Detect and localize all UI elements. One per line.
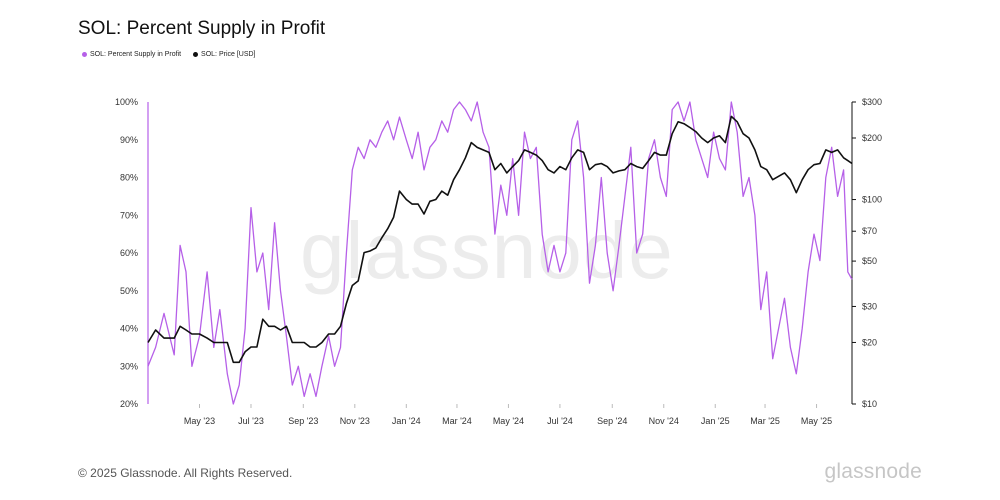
x-axis-tick-label: Jan '24 [392, 416, 421, 426]
series-line-supply-in-profit [147, 101, 853, 405]
brand-logo: glassnode [824, 460, 922, 483]
right-axis-tick-label: $50 [862, 256, 877, 266]
copyright-footer: © 2025 Glassnode. All Rights Reserved. [78, 466, 293, 480]
right-axis-tick-label: $70 [862, 226, 877, 236]
left-axis-tick-label: 40% [120, 324, 138, 334]
right-axis-tick-label: $20 [862, 337, 877, 347]
series-line-price [147, 115, 853, 364]
legend-item-price[interactable]: SOL: Price [USD] [193, 51, 256, 58]
x-axis-tick-label: May '24 [493, 416, 524, 426]
left-axis-tick-label: 90% [120, 135, 138, 145]
left-axis-tick-label: 100% [115, 97, 138, 107]
right-axis-tick-label: $300 [862, 97, 882, 107]
right-axis-tick-label: $10 [862, 399, 877, 409]
legend-item-supply-in-profit[interactable]: SOL: Percent Supply in Profit [82, 51, 181, 58]
left-axis-tick-label: 30% [120, 361, 138, 371]
x-axis-tick-label: Jul '24 [547, 416, 573, 426]
left-axis-tick-label: 20% [120, 399, 138, 409]
legend-swatch-supply-in-profit [82, 52, 87, 57]
x-axis-tick-label: Jul '23 [238, 416, 264, 426]
x-axis-tick-label: Nov '23 [340, 416, 370, 426]
left-axis-tick-label: 60% [120, 248, 138, 258]
x-axis-tick-label: Mar '25 [750, 416, 780, 426]
x-axis-tick-label: May '25 [801, 416, 832, 426]
legend-label-price: SOL: Price [USD] [201, 51, 256, 58]
x-axis-tick-label: Sep '23 [288, 416, 318, 426]
legend-swatch-price [193, 52, 199, 57]
x-axis-tick-label: Jan '25 [701, 416, 730, 426]
right-axis-tick-label: $30 [862, 301, 877, 311]
x-axis-tick-label: Mar '24 [442, 416, 472, 426]
right-axis-tick-label: $100 [862, 195, 882, 205]
left-axis-tick-label: 50% [120, 286, 138, 296]
legend-label-supply-in-profit: SOL: Percent Supply in Profit [90, 51, 182, 58]
x-axis-tick-label: May '23 [184, 416, 215, 426]
chart-legend: SOL: Percent Supply in Profit SOL: Price… [82, 51, 256, 58]
x-axis-tick-label: Nov '24 [649, 416, 679, 426]
chart-title: SOL: Percent Supply in Profit [78, 18, 326, 39]
right-axis-tick-label: $200 [862, 133, 882, 143]
x-axis-tick-label: Sep '24 [597, 416, 627, 426]
left-axis-tick-label: 80% [120, 173, 138, 183]
left-axis-tick-label: 70% [120, 210, 138, 220]
